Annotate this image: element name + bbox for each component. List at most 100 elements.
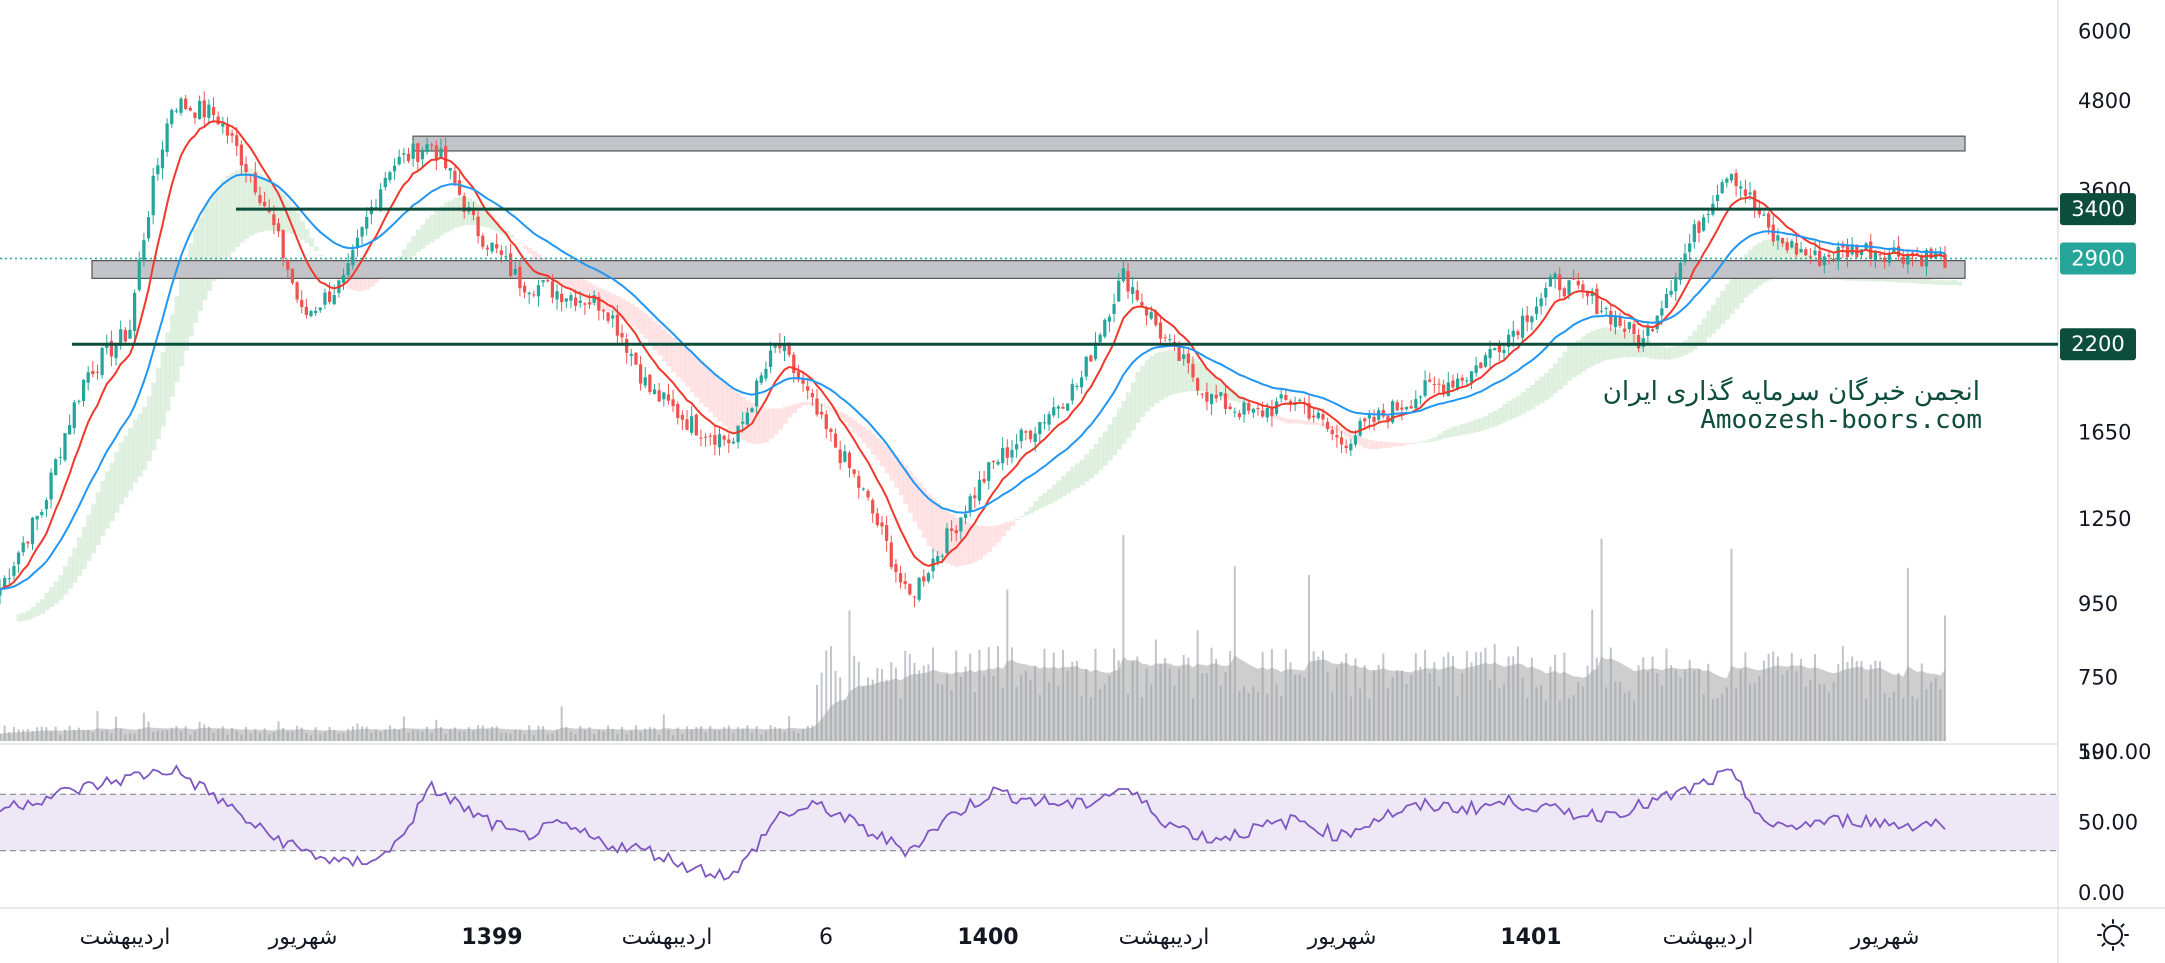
cloud-segment: [1423, 440, 1429, 443]
candle-body: [1247, 403, 1251, 411]
cloud-segment: [991, 525, 997, 547]
candle-body: [917, 578, 921, 600]
candle-body: [1483, 355, 1488, 367]
candle-body: [1163, 337, 1167, 339]
candle-body: [885, 525, 889, 541]
cloud-segment: [206, 200, 213, 292]
candle-body: [1520, 315, 1525, 338]
rsi-pane[interactable]: [0, 764, 2058, 881]
candle-body: [1358, 420, 1362, 436]
cloud-segment: [1655, 345, 1661, 360]
cloud-segment: [21, 612, 27, 621]
candle-body: [1688, 243, 1692, 252]
cloud-segment: [1715, 297, 1721, 330]
candle-body: [49, 472, 53, 500]
candle-body: [1135, 290, 1139, 300]
candle-body: [26, 541, 30, 544]
candle-body: [782, 345, 787, 352]
candle-body: [1024, 431, 1028, 433]
cloud-segment: [39, 599, 46, 614]
candle-body: [1061, 406, 1065, 409]
cloud-segment: [875, 437, 881, 461]
cloud-segment: [137, 413, 143, 477]
candle-body: [550, 281, 555, 298]
candle-body: [128, 329, 132, 339]
candle-body: [1223, 393, 1228, 409]
cloud-segment: [1010, 520, 1016, 526]
candle-body: [72, 402, 76, 429]
candle-body: [388, 172, 392, 181]
candle-body: [1131, 287, 1135, 294]
candle-body: [68, 425, 72, 435]
cloud-segment: [1766, 239, 1772, 281]
candle-body: [1321, 414, 1325, 420]
candle-body: [1873, 252, 1877, 261]
candle-body: [1288, 400, 1293, 405]
candle-body: [1678, 262, 1683, 281]
candle-body: [1014, 444, 1019, 450]
candle-body: [416, 143, 420, 162]
cloud-segment: [722, 382, 728, 426]
candle-body: [1674, 277, 1678, 292]
price-badges: 3400 2200 2900: [2060, 193, 2136, 361]
candle-body: [86, 372, 90, 383]
candle-body: [1001, 447, 1005, 464]
candle-body: [820, 411, 824, 415]
candle-body: [1618, 317, 1622, 326]
cloud-segment: [1896, 276, 1902, 283]
candle-body: [1265, 407, 1269, 418]
price-tick-label: 950: [2078, 592, 2118, 616]
candle-body: [1353, 435, 1358, 445]
price-axis[interactable]: 6000480036002900220016501250950750590: [2078, 20, 2131, 764]
cloud-segment: [1557, 357, 1564, 390]
cloud-segment: [123, 435, 129, 498]
candle-body: [1307, 402, 1311, 419]
cloud-segment: [1539, 376, 1545, 404]
candle-body: [1103, 319, 1107, 337]
candle-body: [666, 394, 671, 401]
candle-body: [750, 408, 754, 413]
cloud-segment: [740, 396, 747, 440]
cloud-segment: [1228, 389, 1234, 400]
rsi-line: [0, 764, 1946, 881]
cloud-segment: [309, 237, 315, 248]
cloud-segment: [1785, 243, 1791, 277]
price-pane[interactable]: [0, 91, 2058, 741]
candle-body: [1404, 406, 1409, 410]
cloud-segment: [1399, 443, 1406, 447]
candle-body: [235, 135, 239, 146]
cloud-segment: [754, 405, 760, 444]
candle-body: [1344, 445, 1348, 449]
candle-body: [843, 451, 847, 462]
candle-body: [16, 552, 21, 565]
rsi-tick-label: 50.00: [2078, 811, 2138, 835]
candle-body: [889, 542, 893, 568]
cloud-segment: [1451, 426, 1457, 437]
candle-body: [44, 500, 49, 510]
time-axis[interactable]: اردیبهشت شهریور 1399 اردیبهشت 6 1400 اردیبهشت ش…: [80, 925, 1920, 950]
candle-body: [829, 428, 833, 432]
cloud-segment: [573, 275, 579, 295]
cloud-segment: [1567, 345, 1573, 381]
candle-body: [1367, 414, 1372, 419]
candle-body: [471, 209, 476, 216]
cloud-segment: [893, 455, 900, 488]
cloud-segment: [1641, 338, 1647, 358]
candle-body: [420, 151, 425, 160]
candle-body: [1502, 349, 1506, 354]
candle-body: [397, 156, 401, 165]
candle-body: [532, 294, 536, 296]
sun-gear-icon[interactable]: [2097, 919, 2129, 951]
candle-body: [77, 400, 81, 402]
candle-body: [1312, 415, 1316, 418]
candle-body: [1771, 224, 1775, 242]
candle-body: [295, 282, 299, 300]
cloud-segment: [1316, 422, 1322, 426]
candle-body: [1827, 254, 1831, 257]
watermark-line-2: Amoozesh-boors.com: [1700, 405, 1982, 435]
candle-body: [629, 353, 633, 356]
cloud-segment: [485, 210, 491, 228]
candle-body: [527, 292, 531, 295]
cloud-segment: [907, 470, 914, 513]
candle-body: [1079, 377, 1084, 388]
